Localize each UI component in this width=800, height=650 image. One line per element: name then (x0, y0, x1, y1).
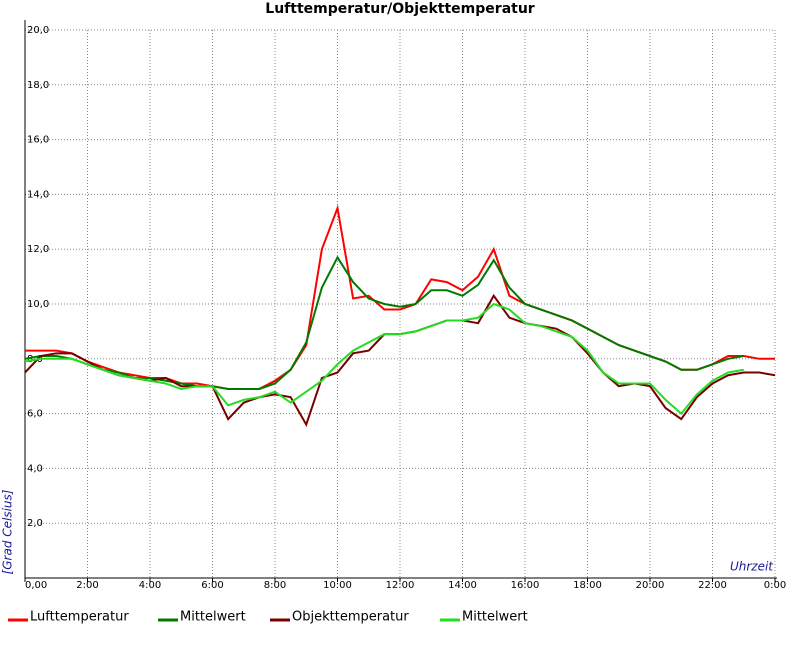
legend-label: Mittelwert (462, 610, 528, 625)
x-tick-label: 8:00 (264, 580, 286, 591)
x-tick-label: 0,00 (25, 580, 47, 591)
legend-label: Mittelwert (180, 610, 246, 625)
x-tick-label: 10:00 (323, 580, 352, 591)
x-tick-label: 12:00 (386, 580, 415, 591)
x-tick-label: 0:00 (764, 580, 786, 591)
y-tick-label: 16,0 (27, 135, 49, 146)
legend-label: Objekttemperatur (292, 610, 409, 625)
series-line (24, 255, 744, 390)
chart-title: Lufttemperatur/Objekttemperatur (265, 1, 535, 17)
x-axis-label: Uhrzeit (730, 560, 774, 574)
x-tick-label: 14:00 (448, 580, 477, 591)
x-tick-label: 16:00 (511, 580, 540, 591)
x-tick-label: 20:00 (636, 580, 665, 591)
y-tick-label: 6,0 (27, 409, 43, 420)
y-tick-label: 10,0 (27, 299, 49, 310)
legend-label: Lufttemperatur (30, 610, 129, 625)
y-tick-label: 4,0 (27, 463, 43, 474)
y-tick-label: 12,0 (27, 244, 49, 255)
y-tick-label: 2,0 (27, 518, 43, 529)
y-axis-label: [Grad Celsius] (1, 489, 15, 574)
x-tick-label: 2:00 (76, 580, 98, 591)
x-tick-label: 18:00 (573, 580, 602, 591)
series-line (24, 302, 744, 416)
y-tick-label: 20,0 (27, 25, 49, 36)
x-tick-label: 4:00 (139, 580, 161, 591)
x-tick-label: 6:00 (201, 580, 223, 591)
y-tick-label: 18,0 (27, 80, 49, 91)
y-tick-label: 14,0 (27, 189, 49, 200)
x-tick-label: 22:00 (698, 580, 727, 591)
